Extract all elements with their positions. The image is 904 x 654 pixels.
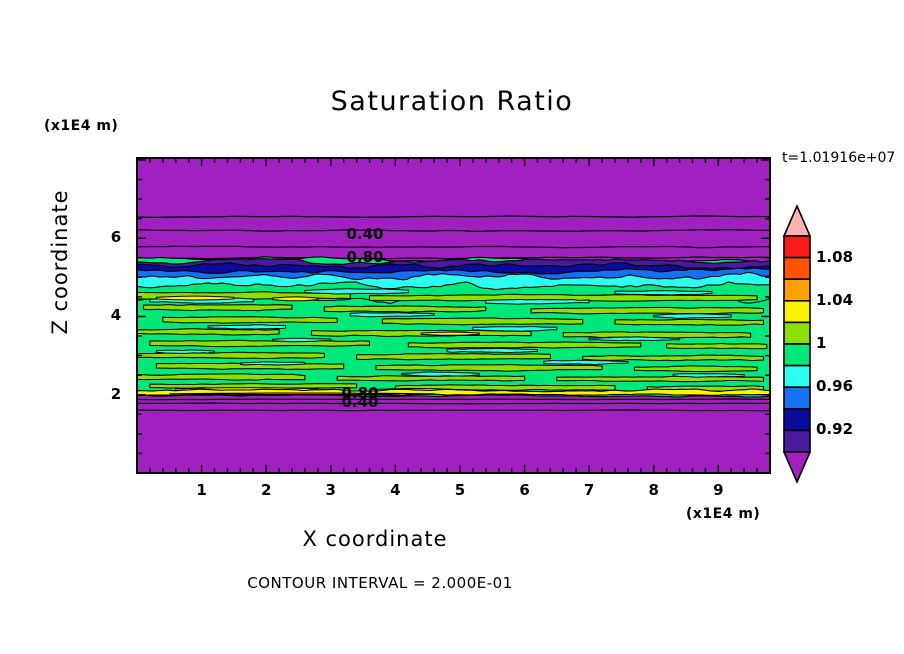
x-axis-unit-label: (x1E4 m) <box>686 506 761 522</box>
contour-interval-caption: CONTOUR INTERVAL = 2.000E-01 <box>247 574 513 592</box>
x-tick-label: 8 <box>648 481 659 499</box>
colorbar-tick-label: 1 <box>816 334 827 352</box>
x-tick-label: 7 <box>583 481 595 499</box>
x-axis-title: X coordinate <box>302 527 448 551</box>
timestamp-label: t=1.01916e+07 <box>782 150 896 166</box>
colorbar-tick-label: 1.08 <box>816 247 854 266</box>
colorbar-tick-label: 1.04 <box>816 290 854 309</box>
svg-text:0.40: 0.40 <box>346 225 383 243</box>
y-tick-label: 4 <box>110 306 122 325</box>
y-tick-label: 2 <box>110 384 122 403</box>
z-axis-unit-label: (x1E4 m) <box>44 118 119 134</box>
svg-text:0.40: 0.40 <box>341 393 378 411</box>
x-tick-label: 9 <box>713 481 724 499</box>
x-tick-label: 2 <box>260 481 272 499</box>
colorbar-tick-label: 0.92 <box>816 420 854 439</box>
x-tick-label: 4 <box>390 481 401 499</box>
y-tick-label: 6 <box>110 228 122 247</box>
plot-title: Saturation Ratio <box>330 86 574 117</box>
x-tick-label: 6 <box>519 481 530 499</box>
svg-text:0.80: 0.80 <box>346 248 383 266</box>
colorbar-tick-label: 0.96 <box>816 377 854 396</box>
svg-text:0.80: 0.80 <box>341 384 378 402</box>
x-tick-label: 3 <box>325 481 336 499</box>
x-tick-label: 1 <box>196 481 207 499</box>
x-tick-label: 5 <box>454 481 466 499</box>
